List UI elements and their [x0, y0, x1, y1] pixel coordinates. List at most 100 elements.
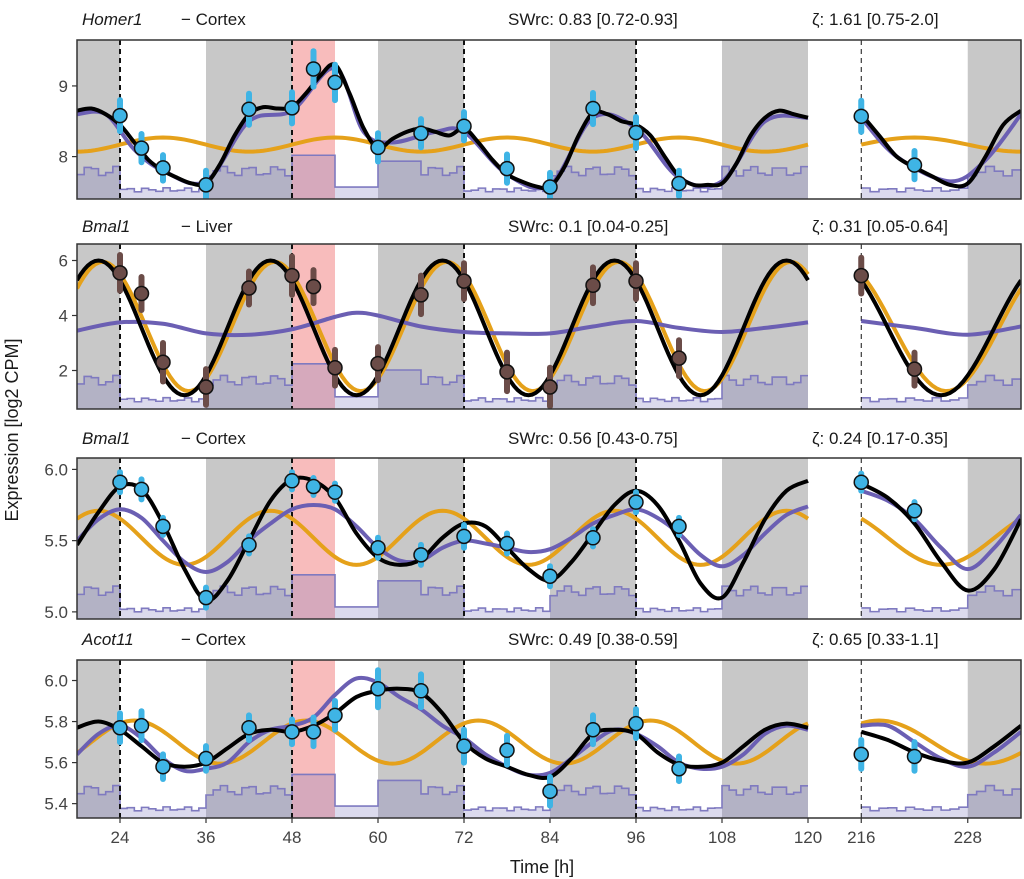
- data-point: [456, 273, 472, 289]
- data-point: [284, 100, 300, 116]
- x-tick-label: 120: [794, 828, 822, 847]
- x-axis-label: Time [h]: [510, 857, 574, 877]
- x-tick-label: 96: [627, 828, 646, 847]
- sleep-wake-fill: [861, 785, 1021, 818]
- data-point: [853, 474, 869, 490]
- panel-plot-area: [77, 458, 1021, 619]
- x-tick-label: 48: [283, 828, 302, 847]
- data-point: [133, 140, 150, 156]
- data-point: [305, 478, 322, 495]
- data-point: [456, 118, 472, 134]
- data-point: [413, 547, 429, 563]
- y-tick-label: 5.8: [44, 713, 68, 732]
- data-point: [305, 61, 322, 77]
- x-tick-label: 108: [708, 828, 736, 847]
- y-tick-label: 5.4: [44, 795, 68, 814]
- panel-frame: [76, 243, 1022, 410]
- panel-gene-label: Bmal1: [82, 429, 130, 448]
- panel-frame: [76, 457, 1022, 620]
- axis-break-blank: [808, 458, 859, 619]
- panel-3: 5.0 5.5 6.0 Bmal1 − Cortex SWrc: 0.56 [0.43-0…: [44, 429, 1022, 622]
- data-point: [133, 285, 150, 302]
- x-axis: 24 36 48 60 72 84 96 108 120 216 228: [111, 818, 982, 847]
- data-point: [327, 484, 343, 500]
- y-tick-label: 2: [59, 362, 68, 381]
- data-point: [628, 273, 644, 289]
- data-point: [499, 742, 515, 759]
- data-point: [305, 724, 322, 740]
- panel-tissue-label: − Cortex: [181, 630, 246, 649]
- y-axis-label: Expression [log2 CPM]: [2, 338, 22, 521]
- data-point: [671, 175, 687, 192]
- sleep-wake-trace: [861, 165, 1021, 193]
- data-point: [284, 473, 300, 489]
- sleep-wake-trace: [861, 585, 1021, 613]
- panel-zeta-label: ζ: 1.61 [0.75-2.0]: [812, 10, 939, 29]
- model-a-curve: [77, 135, 809, 154]
- y-tick-label: 4: [59, 307, 68, 326]
- data-point: [853, 267, 869, 284]
- panel-2: 2 4 6 Bmal1 − Liver SWrc: 0.1 [0.04-0.25] ζ: 0…: [59, 217, 1022, 410]
- data-point: [671, 761, 687, 777]
- data-point: [155, 354, 171, 370]
- data-point: [198, 589, 214, 606]
- data-point: [585, 530, 601, 546]
- panel-plot-area: [77, 660, 1021, 818]
- data-point: [671, 350, 687, 366]
- data-point: [853, 108, 869, 125]
- panel-plot-area: [77, 244, 1021, 409]
- data-point: [906, 361, 923, 377]
- panel-zeta-label: ζ: 0.65 [0.33-1.1]: [812, 630, 939, 649]
- data-point: [241, 537, 257, 553]
- data-point: [198, 379, 214, 395]
- data-point: [671, 518, 687, 535]
- data-point: [628, 715, 644, 732]
- y-tick-label: 5.5: [44, 532, 68, 551]
- model-b-curve: [861, 722, 1021, 769]
- data-point: [327, 707, 343, 724]
- data-point: [370, 139, 386, 156]
- sleep-wake-fill: [77, 574, 808, 619]
- data-point: [413, 683, 429, 699]
- panels-layer: 8 9 Homer1 − Cortex SWrc: 0.83 [0.72-0.93] ζ:…: [44, 10, 1022, 819]
- panel-gene-label: Homer1: [82, 10, 142, 29]
- data-point: [112, 265, 128, 281]
- data-point: [198, 177, 214, 193]
- sleep-wake-fill: [77, 774, 808, 818]
- y-tick-label: 6.0: [44, 672, 68, 691]
- data-point: [628, 124, 644, 141]
- data-point: [906, 157, 923, 173]
- data-point: [370, 680, 386, 697]
- y-tick-label: 9: [59, 77, 68, 96]
- data-point: [284, 267, 300, 284]
- data-point: [198, 750, 214, 767]
- y-tick-label: 6.0: [44, 460, 68, 479]
- y-tick-label: 8: [59, 148, 68, 167]
- model-b-curve: [77, 503, 809, 574]
- panel-frame: [76, 39, 1022, 200]
- sleep-wake-fill: [77, 363, 808, 409]
- data-point: [370, 355, 386, 372]
- panel-frame: [76, 659, 1022, 819]
- fit-curve: [860, 724, 1021, 766]
- model-b-curve: [860, 488, 1021, 572]
- panel-swrc-label: SWrc: 0.56 [0.43-0.75]: [508, 429, 678, 448]
- x-tick-label: 24: [111, 828, 130, 847]
- data-point: [241, 719, 257, 736]
- data-point: [853, 746, 869, 763]
- y-tick-label: 5.0: [44, 603, 68, 622]
- sleep-wake-trace: [861, 784, 1021, 812]
- axis-break-blank: [808, 40, 859, 199]
- axis-break-blank: [808, 244, 859, 409]
- panel-gene-label: Acot11: [81, 630, 134, 649]
- data-point: [456, 738, 472, 754]
- data-point: [155, 160, 171, 176]
- data-point: [499, 364, 515, 380]
- data-point: [906, 502, 923, 519]
- panel-tissue-label: − Liver: [181, 217, 233, 236]
- data-point: [241, 101, 257, 118]
- x-tick-label: 60: [369, 828, 388, 847]
- data-point: [370, 540, 386, 556]
- data-point: [585, 277, 601, 293]
